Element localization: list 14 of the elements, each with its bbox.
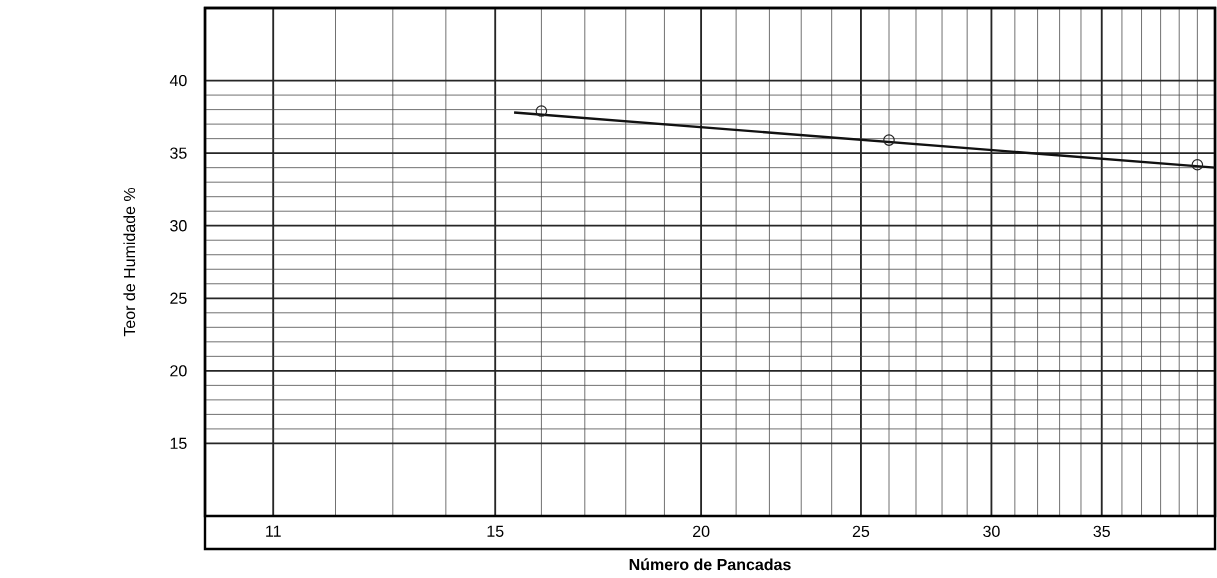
x-tick-label: 20 bbox=[693, 525, 710, 538]
x-tick-label: 35 bbox=[1093, 525, 1110, 538]
x-tick-label: 30 bbox=[983, 525, 1000, 538]
y-tick-label: 35 bbox=[170, 147, 187, 159]
x-tick-label: 15 bbox=[487, 525, 504, 537]
y-tick-label: 25 bbox=[170, 292, 187, 304]
y-tick-label: 40 bbox=[169, 74, 187, 87]
x-axis-title: Número de Pancadas bbox=[629, 558, 791, 571]
y-tick-label: 15 bbox=[170, 437, 187, 450]
x-tick-label: 25 bbox=[852, 525, 870, 538]
y-axis-title: Teor de Humidade % bbox=[123, 187, 136, 337]
x-tick-label: 11 bbox=[266, 525, 281, 537]
y-tick-label: 30 bbox=[170, 220, 187, 232]
y-tick-label: 20 bbox=[170, 365, 187, 377]
